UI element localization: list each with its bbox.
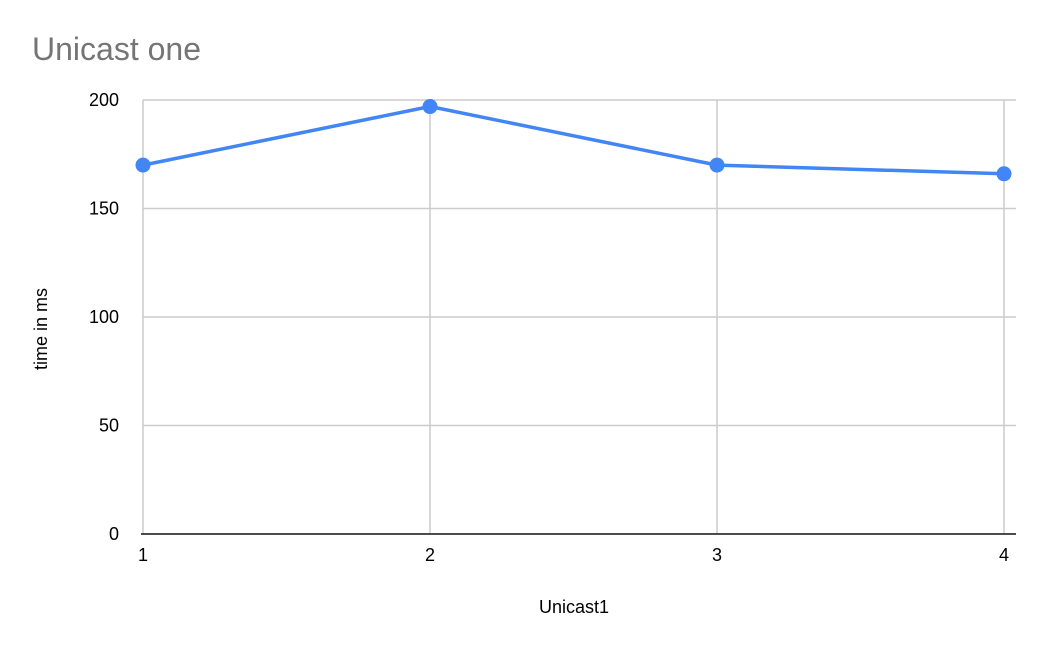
chart-title: Unicast one xyxy=(32,31,201,67)
data-point xyxy=(422,99,438,115)
y-tick-label: 0 xyxy=(109,524,119,544)
x-tick-label: 2 xyxy=(425,545,435,565)
y-tick-labels: 0 50 100 150 200 xyxy=(89,90,119,544)
y-tick-label: 50 xyxy=(99,416,119,436)
x-tick-label: 1 xyxy=(138,545,148,565)
series-line xyxy=(141,104,1006,176)
y-axis-title: time in ms xyxy=(31,288,51,370)
x-axis-title: Unicast1 xyxy=(539,597,609,617)
x-tick-label: 4 xyxy=(999,545,1009,565)
series xyxy=(135,99,1012,182)
x-tick-label: 3 xyxy=(712,545,722,565)
x-tick-labels: 1 2 3 4 xyxy=(138,545,1009,565)
data-point xyxy=(996,166,1012,182)
y-tick-label: 150 xyxy=(89,199,119,219)
y-tick-label: 100 xyxy=(89,307,119,327)
data-point xyxy=(135,157,151,173)
data-point xyxy=(709,157,725,173)
y-tick-label: 200 xyxy=(89,90,119,110)
grid-lines xyxy=(142,99,1016,534)
